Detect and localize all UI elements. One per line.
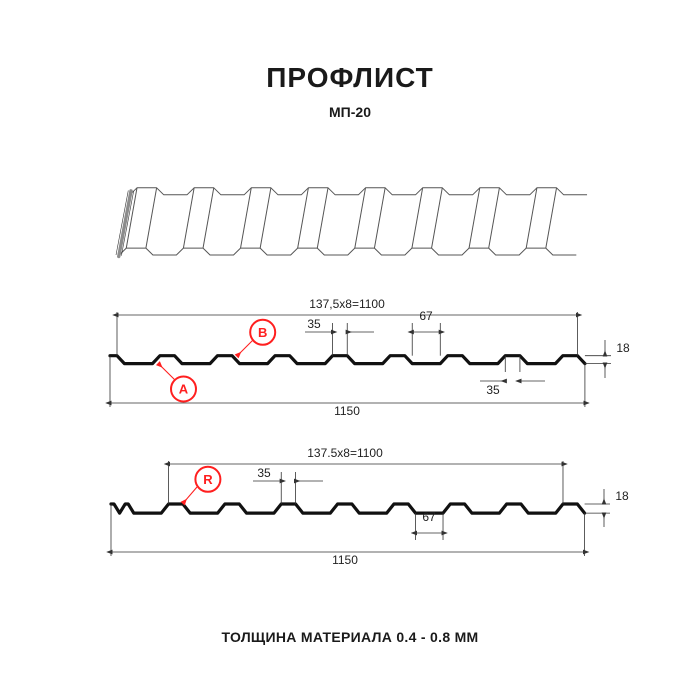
- svg-text:67: 67: [422, 510, 436, 524]
- svg-text:18: 18: [615, 489, 629, 503]
- svg-text:R: R: [203, 472, 213, 487]
- svg-text:1150: 1150: [332, 553, 358, 567]
- svg-text:18: 18: [616, 341, 630, 355]
- svg-text:35: 35: [307, 317, 321, 331]
- svg-text:A: A: [179, 382, 189, 397]
- svg-text:1150: 1150: [334, 404, 360, 418]
- svg-text:137,5x8=1100: 137,5x8=1100: [309, 297, 385, 311]
- svg-text:B: B: [258, 325, 267, 340]
- svg-text:35: 35: [486, 383, 500, 397]
- svg-text:35: 35: [257, 466, 271, 480]
- svg-text:137.5x8=1100: 137.5x8=1100: [307, 446, 383, 460]
- svg-text:67: 67: [419, 309, 433, 323]
